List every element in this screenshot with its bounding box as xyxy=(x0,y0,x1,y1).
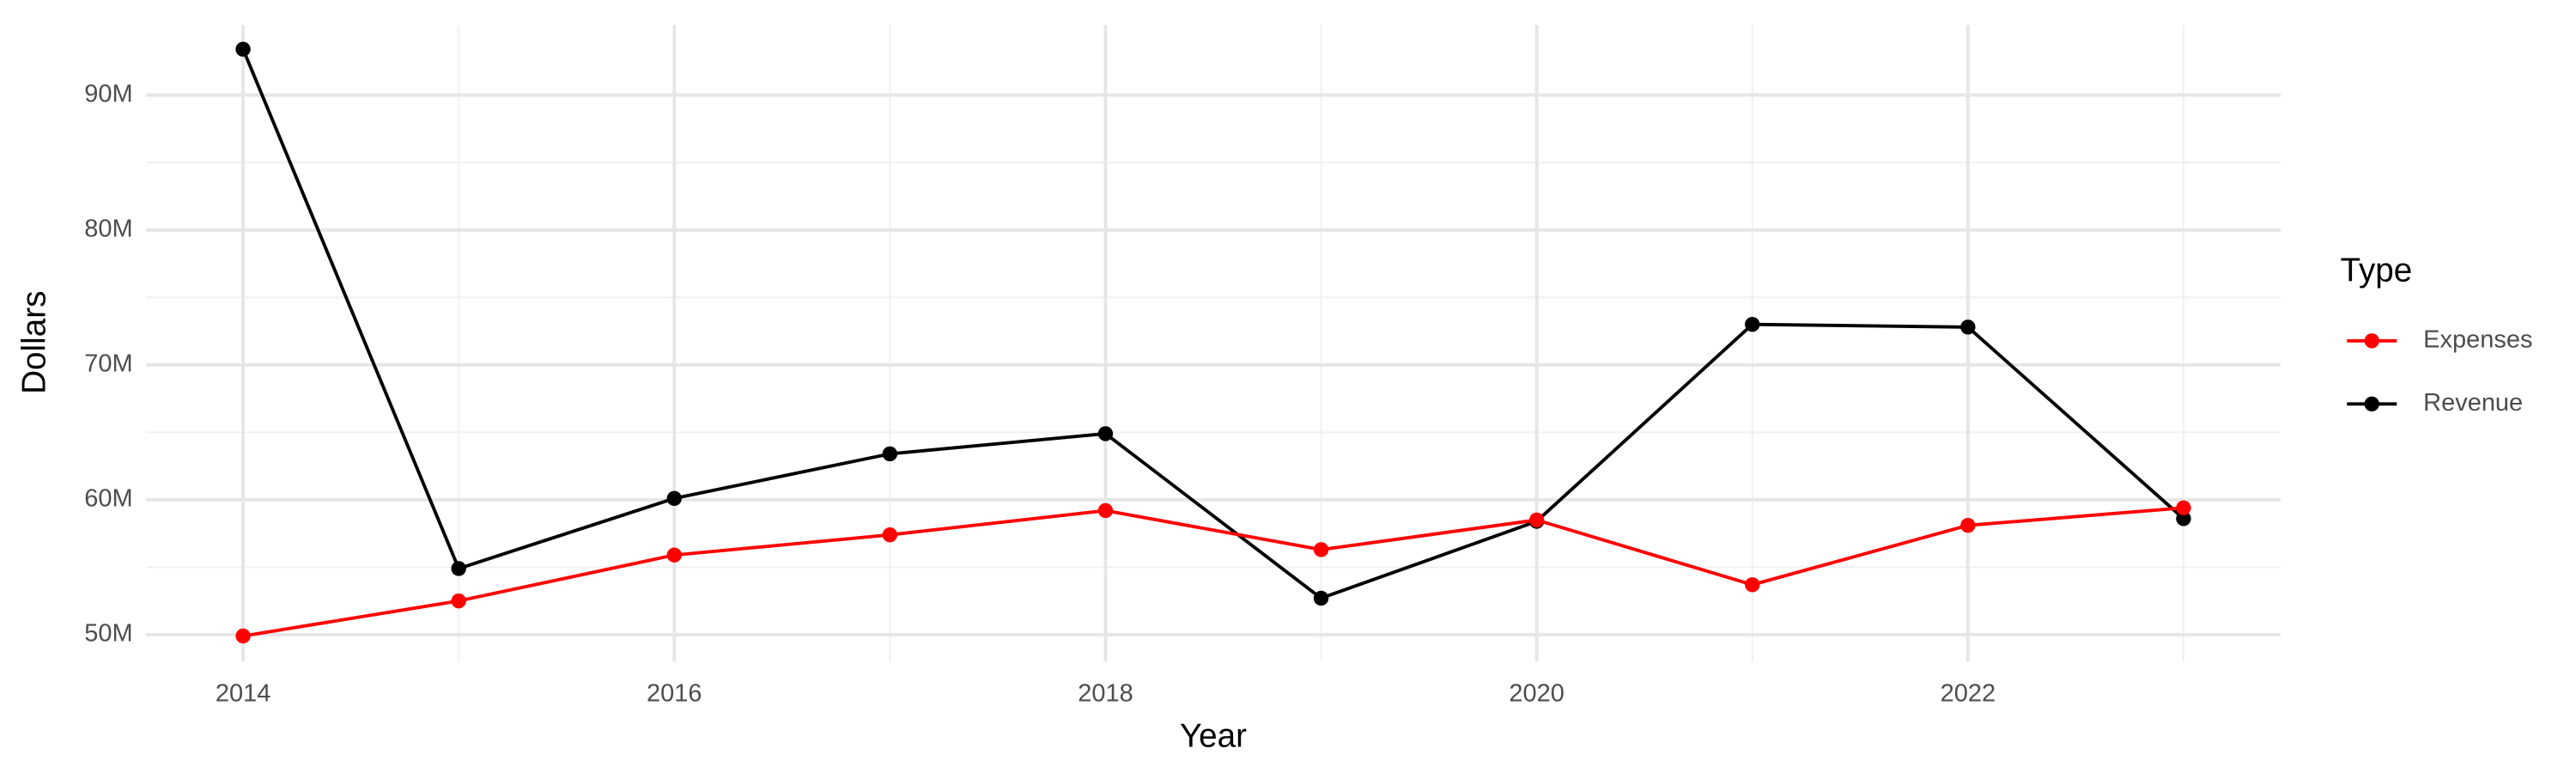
data-point xyxy=(882,526,898,543)
legend-key xyxy=(2364,396,2379,412)
series-line xyxy=(242,506,2184,638)
x-tick-label: 2014 xyxy=(216,680,270,708)
y-tick-label: 90M xyxy=(84,80,132,107)
data-point xyxy=(1745,577,1760,593)
data-point xyxy=(1097,426,1114,441)
x-tick-label: 2022 xyxy=(1941,680,1996,708)
y-tick-label: 70M xyxy=(84,350,132,377)
legend-title: Type xyxy=(2341,253,2413,289)
data-point xyxy=(1097,502,1114,519)
y-tick-label: 60M xyxy=(84,485,132,513)
data-point xyxy=(1528,512,1545,528)
legend-label: Revenue xyxy=(2423,389,2523,417)
legend-label: Expenses xyxy=(2423,326,2532,353)
data-point xyxy=(235,628,251,644)
data-point xyxy=(451,593,466,609)
data-point xyxy=(1960,320,1976,335)
legend-key xyxy=(2364,333,2379,349)
x-axis-label: Year xyxy=(1180,718,1247,755)
data-point xyxy=(1313,590,1329,606)
x-tick-label: 2020 xyxy=(1509,680,1564,708)
data-point xyxy=(882,446,898,462)
y-tick-label: 50M xyxy=(84,620,132,648)
y-tick-label: 80M xyxy=(84,215,132,242)
x-tick-label: 2016 xyxy=(647,680,702,708)
data-point xyxy=(666,490,682,506)
data-point xyxy=(1745,316,1760,332)
data-point xyxy=(1313,542,1329,557)
data-point xyxy=(451,561,466,576)
x-tick-label: 2018 xyxy=(1078,680,1133,708)
y-axis-label: Dollars xyxy=(16,290,53,393)
data-point xyxy=(1960,517,1976,533)
data-point xyxy=(2176,500,2191,515)
data-point xyxy=(235,41,251,58)
data-point xyxy=(666,547,682,563)
series-line xyxy=(241,48,2185,600)
data-point xyxy=(2176,511,2191,526)
